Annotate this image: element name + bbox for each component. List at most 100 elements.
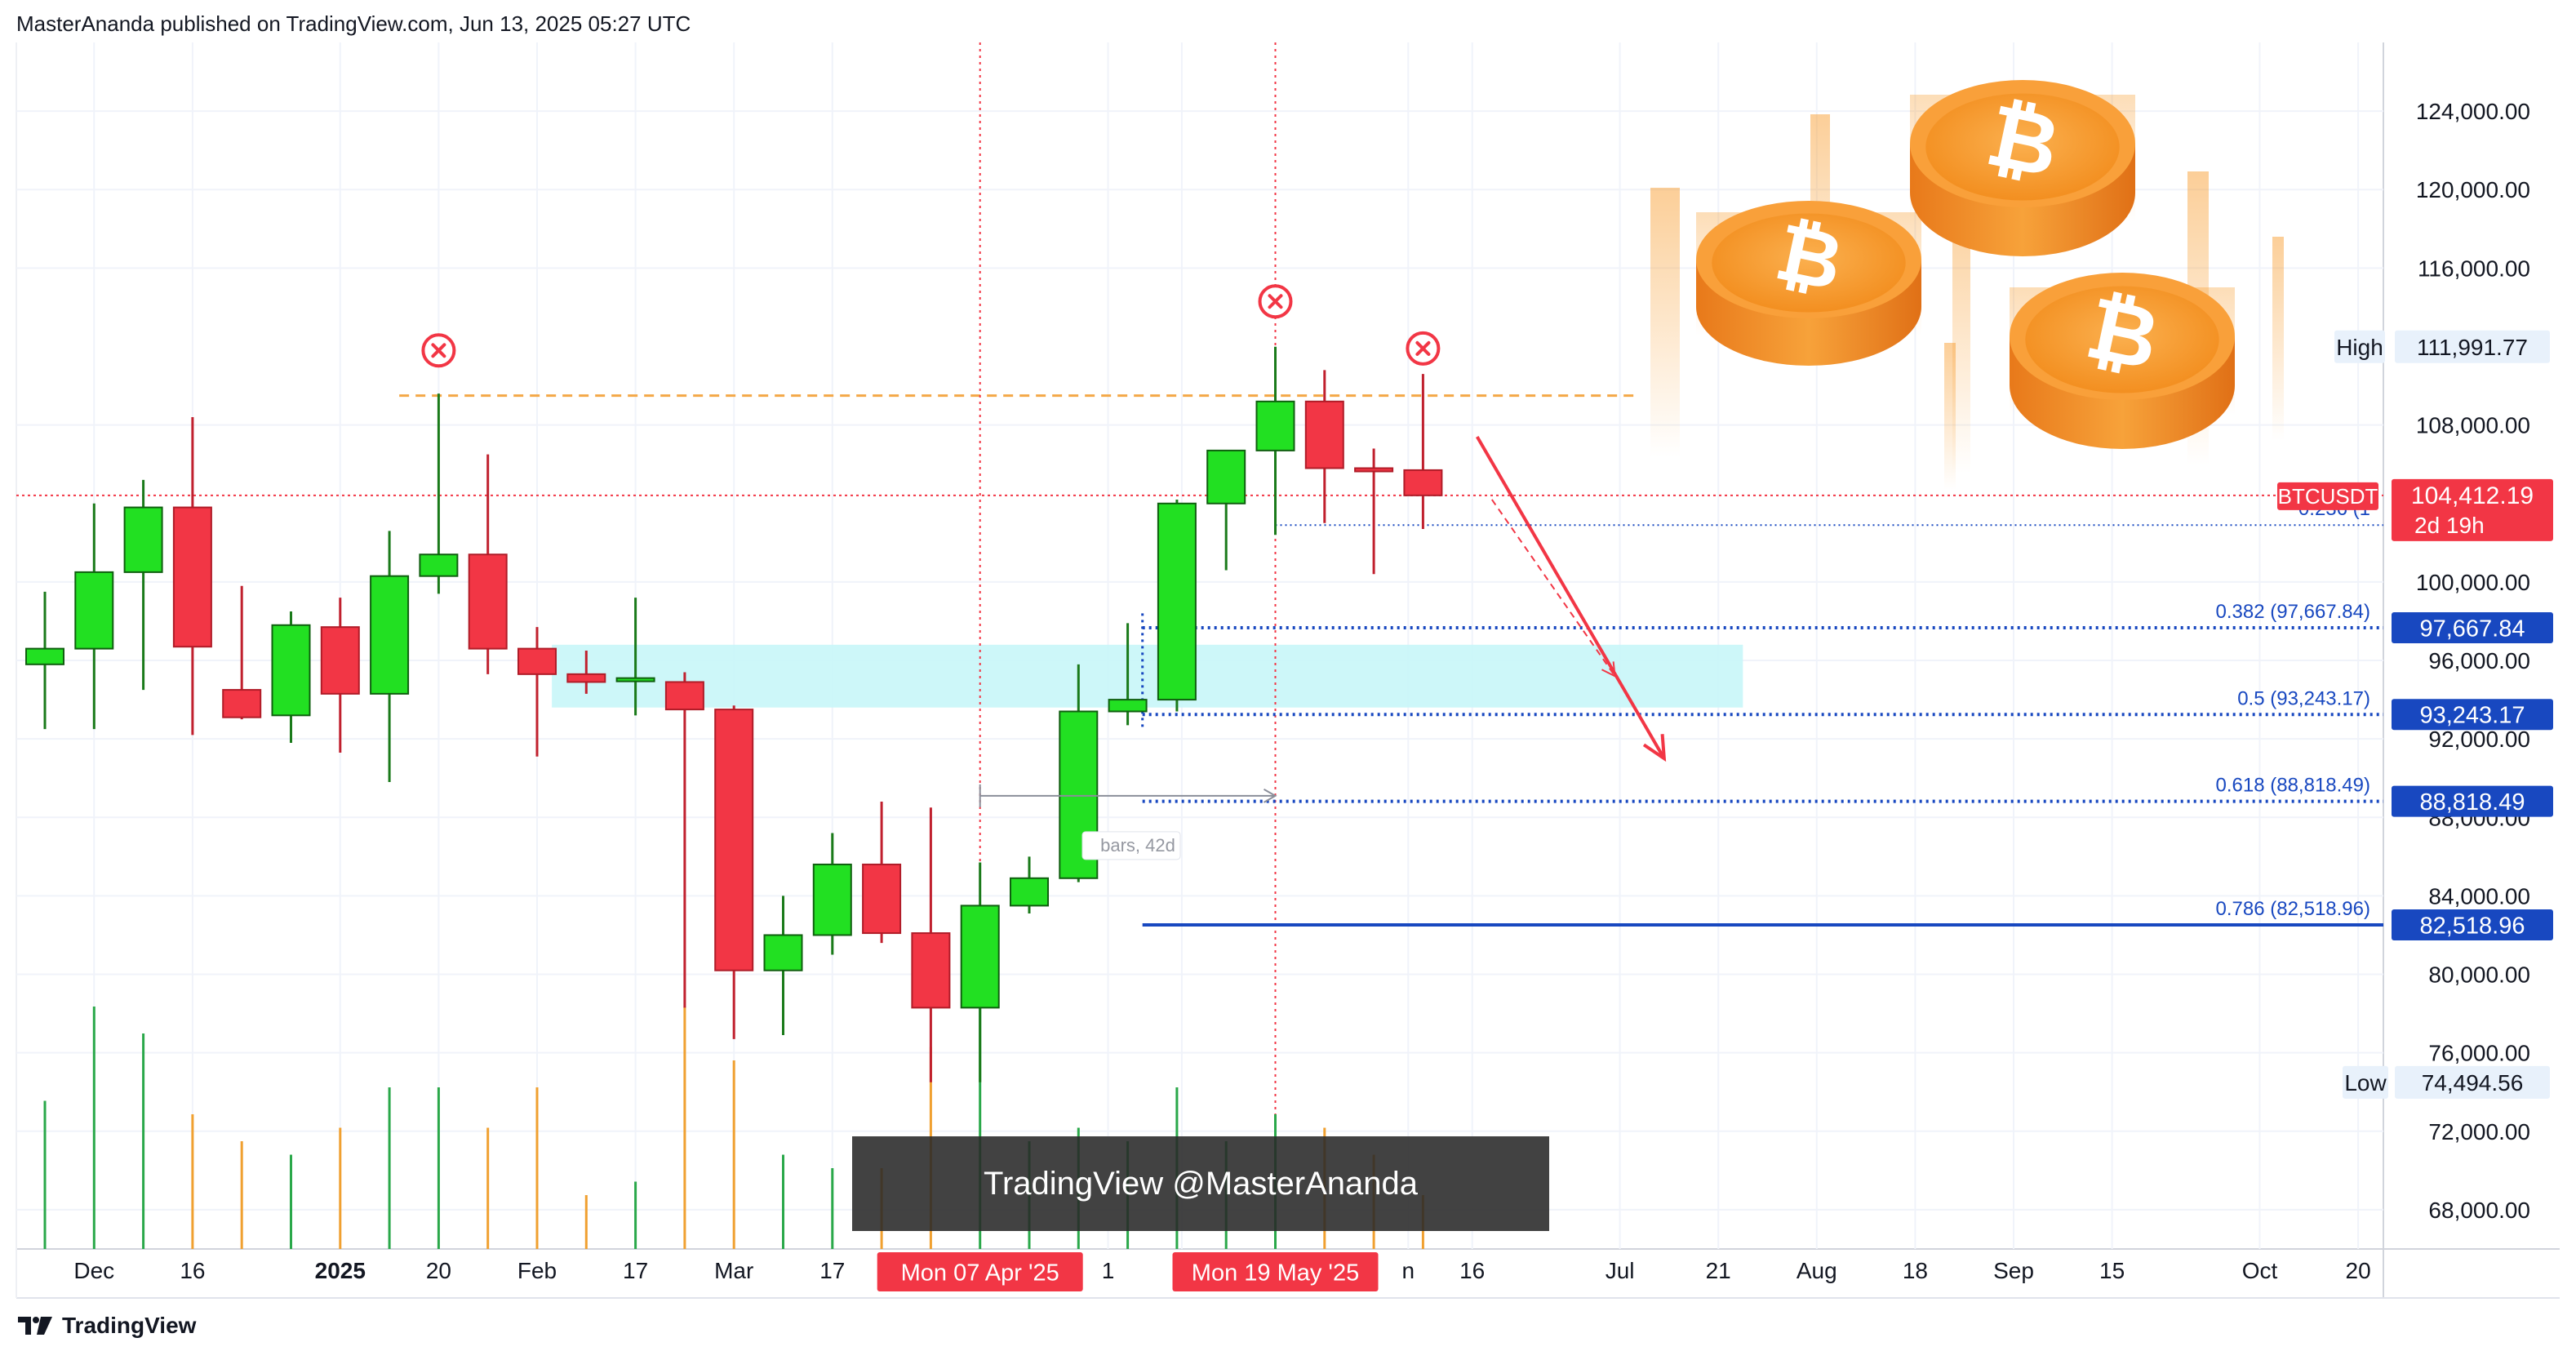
candle-body[interactable]: [419, 553, 459, 577]
price-axis[interactable]: 124,000.00 120,000.00 116,000.00 108,000.00…: [2277, 99, 2553, 1223]
bar-countdown: 2d 19h: [2414, 513, 2485, 538]
price-tick-label: 92,000.00: [2428, 727, 2530, 752]
candle-body[interactable]: [960, 904, 1000, 1009]
annotations[interactable]: bars, 42d: [421, 284, 1667, 860]
coin-glow-bar: [2272, 237, 2284, 441]
fib-label-0.5: 0.5 (93,243.17): [2237, 687, 2370, 709]
projection-arrow-head: [1642, 734, 1667, 762]
candle-body[interactable]: [1354, 467, 1394, 473]
candle-body[interactable]: [664, 681, 704, 711]
candle-body[interactable]: [812, 863, 852, 936]
time-tick-label: Dec: [73, 1258, 114, 1283]
projection-dashed-arrow-head: [1601, 661, 1616, 678]
projection-dashed-arrow[interactable]: [1490, 499, 1616, 677]
candle-body[interactable]: [172, 506, 212, 648]
candle-body[interactable]: [862, 863, 902, 935]
time-tick-label: 17: [819, 1258, 845, 1283]
support-zone-layer: [16, 394, 2383, 708]
projection-arrow[interactable]: [1476, 436, 1666, 760]
low-value: 74,494.56: [2422, 1070, 2524, 1096]
coin-face: [2025, 286, 2219, 393]
price-tick-label: 68,000.00: [2428, 1198, 2530, 1223]
time-tick-label: 20: [2346, 1258, 2371, 1283]
measure-label-bg: [1081, 831, 1181, 860]
candle-body[interactable]: [271, 624, 311, 717]
time-axis[interactable]: Dec16202520Feb17Mar171Mn16Jul21Aug18Sep1…: [73, 1252, 2371, 1291]
date-label-bg: [877, 1252, 1083, 1291]
price-tick-label: 116,000.00: [2418, 256, 2530, 281]
fib-label-0.382: 0.382 (97,667.84): [2216, 601, 2370, 623]
support-zone[interactable]: [552, 644, 1743, 708]
time-tick-label: Feb: [517, 1258, 557, 1283]
coin-glow-bar: [1944, 343, 1956, 490]
price-tick-label: 80,000.00: [2428, 962, 2530, 988]
fib-label-0.786: 0.786 (82,518.96): [2216, 898, 2370, 920]
coin-glow-bar: [1952, 196, 1970, 473]
candle-body[interactable]: [370, 575, 410, 695]
low-value-bg: [2395, 1065, 2550, 1099]
candle-body[interactable]: [1206, 449, 1246, 504]
time-tick-label: n: [1402, 1258, 1415, 1283]
date-label: Mon 07 Apr '25: [901, 1260, 1059, 1286]
date-label: Mon 19 May '25: [1192, 1260, 1359, 1286]
candle-body[interactable]: [517, 647, 557, 675]
candle-body[interactable]: [222, 689, 262, 718]
x-marker-cross: [1415, 340, 1431, 356]
symbol-label: BTCUSDT: [2278, 484, 2378, 509]
fib-price-0.618: 88,818.49: [2419, 789, 2525, 816]
time-tick-label: Jul: [1606, 1258, 1635, 1283]
price-tick-label: 108,000.00: [2416, 413, 2530, 438]
fib-price-0.618-bg: [2392, 785, 2553, 817]
price-tick-label: 96,000.00: [2428, 648, 2530, 673]
candle-body[interactable]: [123, 506, 163, 573]
candle-body[interactable]: [714, 709, 754, 971]
watermark: TradingView @MasterAnanda: [852, 1136, 1549, 1231]
time-tick-label: Mar: [714, 1258, 753, 1283]
time-tick-label: 16: [180, 1258, 205, 1283]
bitcoin-coins-illustration: ₿₿₿: [1650, 80, 2284, 490]
price-tick-label: 124,000.00: [2416, 99, 2530, 124]
time-tick-label: Aug: [1797, 1258, 1837, 1283]
candle-body[interactable]: [615, 677, 655, 682]
candle-body[interactable]: [1108, 699, 1148, 713]
candle-body[interactable]: [74, 571, 114, 650]
coin-glow-bar: [1650, 188, 1680, 457]
time-tick-label: Oct: [2242, 1258, 2278, 1283]
fib-price-0.5: 93,243.17: [2419, 703, 2525, 729]
price-tick-label: 76,000.00: [2428, 1041, 2530, 1066]
candle-body[interactable]: [468, 553, 508, 650]
candle-body[interactable]: [1403, 469, 1443, 496]
fib-price-0.786: 82,518.96: [2419, 913, 2525, 939]
tradingview-logo[interactable]: TradingView: [16, 1308, 196, 1344]
candle-body[interactable]: [1157, 502, 1197, 701]
symbol-label-bg: [2277, 482, 2378, 510]
time-tick-label: Sep: [1993, 1258, 2034, 1283]
time-tick-label: 20: [426, 1258, 451, 1283]
fib-levels[interactable]: 0.236 (10.382 (97,667.84)0.5 (93,243.17)…: [1141, 498, 2383, 927]
measure-arrow: [1264, 788, 1277, 803]
chart-frame: [16, 42, 2560, 1299]
price-tick-label: 84,000.00: [2428, 883, 2530, 909]
measure-label: bars, 42d: [1100, 835, 1175, 856]
candle-body[interactable]: [1255, 400, 1295, 451]
x-marker-cross: [1268, 294, 1283, 309]
high-label-bg: [2334, 330, 2385, 363]
candle-body[interactable]: [566, 673, 606, 683]
candle-body[interactable]: [911, 932, 951, 1009]
candle-body[interactable]: [25, 647, 64, 665]
low-label: Low: [2344, 1070, 2387, 1096]
time-tick-label: 21: [1706, 1258, 1731, 1283]
candle-body[interactable]: [1010, 877, 1049, 907]
current-price-bg: [2392, 478, 2553, 541]
time-tick-label: 16: [1459, 1258, 1485, 1283]
low-label-bg: [2343, 1065, 2388, 1099]
time-tick-label: 15: [2099, 1258, 2125, 1283]
candle-body[interactable]: [763, 934, 803, 971]
price-tick-label: 72,000.00: [2428, 1119, 2530, 1144]
candle-body[interactable]: [1304, 400, 1344, 469]
fib-price-0.786-bg: [2392, 909, 2553, 941]
candle-body[interactable]: [320, 626, 360, 695]
watermark-text: TradingView @MasterAnanda: [984, 1165, 1418, 1202]
fib-price-0.382: 97,667.84: [2419, 616, 2525, 642]
